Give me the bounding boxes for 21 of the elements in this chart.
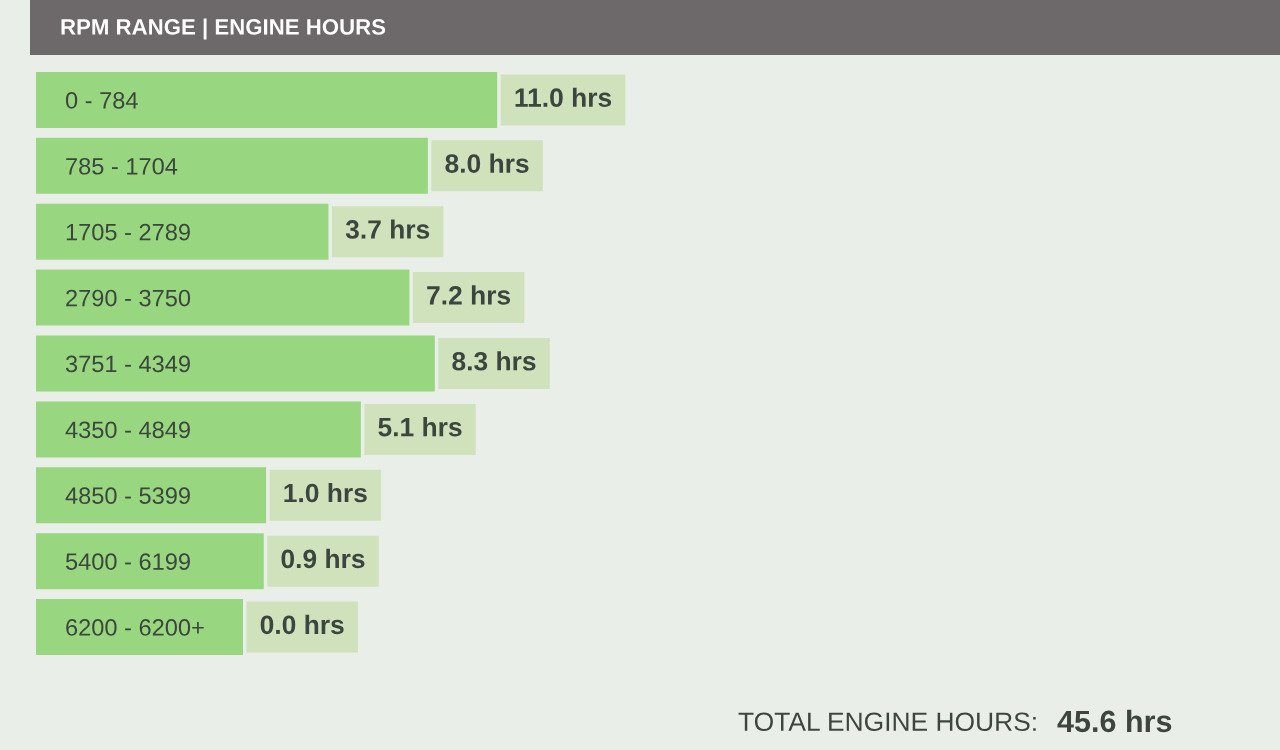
data-label: 5.1 hrs — [378, 417, 462, 437]
text: TOTAL ENGINE HOURS: — [738, 712, 1036, 732]
data-label: 8.0 hrs — [445, 153, 529, 173]
data-label: 0.9 hrs — [281, 548, 365, 569]
data-label: 7.2 hrs — [427, 285, 511, 305]
y-tick-label: 2790 - 3750 — [66, 289, 191, 307]
y-tick-label: 785 - 1704 — [66, 157, 178, 175]
text: 45.6 hrs — [1057, 709, 1172, 733]
y-tick-label: 0 - 784 — [65, 92, 138, 109]
y-tick-label: 3751 - 4349 — [65, 355, 190, 373]
y-tick-label: 6200 - 6200+ — [66, 619, 204, 636]
data-label: 0.0 hrs — [260, 614, 344, 635]
data-label: 8.3 hrs — [452, 351, 536, 371]
data-label: 11.0 hrs — [515, 87, 612, 108]
y-tick-label: 4350 - 4849 — [65, 421, 190, 439]
y-tick-label: 5400 - 6199 — [65, 553, 190, 570]
y-tick-label: 1705 - 2789 — [66, 223, 190, 241]
y-tick-label: 4850 - 5399 — [65, 487, 190, 505]
data-label: 1.0 hrs — [284, 482, 367, 503]
chart-title: RPM RANGE | ENGINE HOURS — [61, 18, 386, 40]
data-label: 3.7 hrs — [345, 219, 430, 239]
